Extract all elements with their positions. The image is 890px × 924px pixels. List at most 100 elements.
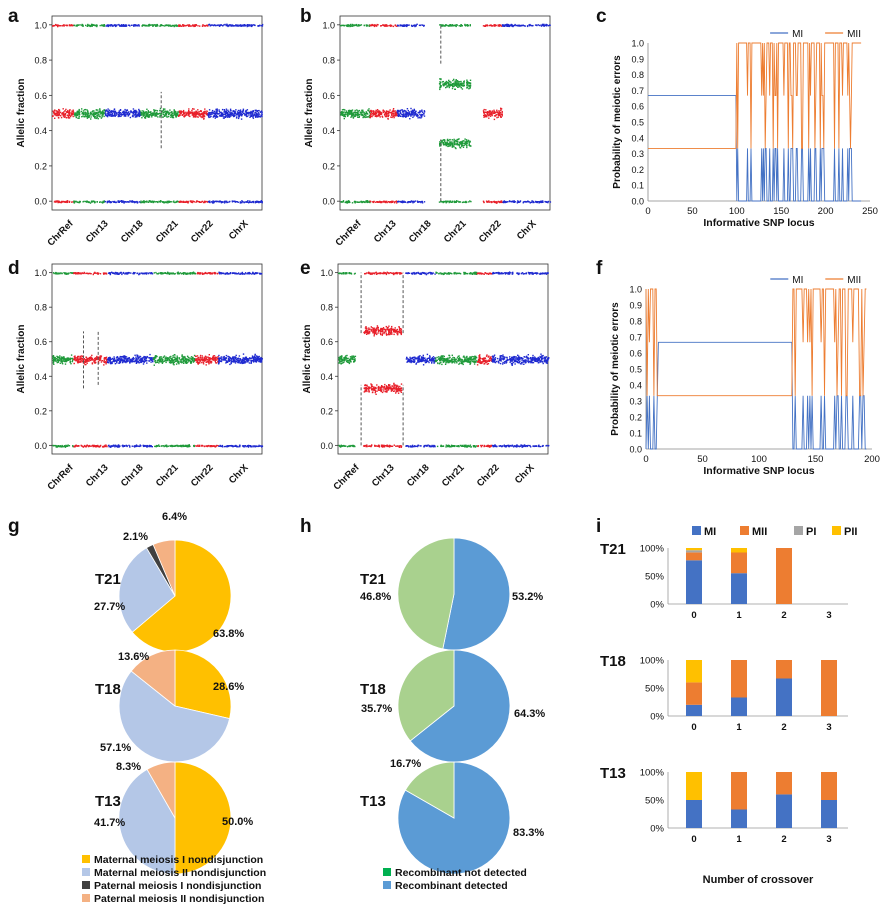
data-point xyxy=(402,25,404,27)
data-point xyxy=(510,23,513,26)
data-point xyxy=(169,356,171,358)
data-point xyxy=(503,201,505,203)
data-point xyxy=(511,24,513,26)
data-point xyxy=(144,360,147,362)
data-point xyxy=(192,271,195,273)
data-point xyxy=(61,272,63,275)
data-point xyxy=(98,111,101,113)
data-point xyxy=(132,108,135,110)
data-point xyxy=(200,110,203,112)
data-point xyxy=(141,272,144,274)
data-point xyxy=(347,112,349,114)
data-point xyxy=(108,359,110,362)
data-point xyxy=(410,114,412,116)
data-point xyxy=(364,113,367,115)
data-point xyxy=(160,25,162,27)
data-point xyxy=(464,138,466,140)
data-point xyxy=(373,24,375,26)
data-point xyxy=(120,113,122,116)
data-point xyxy=(57,111,60,113)
data-point xyxy=(181,356,183,358)
data-point xyxy=(118,362,120,364)
data-point xyxy=(155,112,157,114)
data-point xyxy=(176,358,178,360)
data-point xyxy=(447,145,450,147)
data-point xyxy=(97,444,99,447)
data-point xyxy=(237,109,240,112)
data-point xyxy=(129,200,131,202)
data-point xyxy=(439,141,441,143)
y-tick-label: 0.8 xyxy=(631,70,644,80)
data-point xyxy=(496,110,498,113)
data-point xyxy=(259,111,262,113)
data-point xyxy=(512,201,515,203)
data-point xyxy=(246,25,249,27)
data-point xyxy=(258,113,261,115)
data-point xyxy=(216,112,218,114)
data-point xyxy=(138,357,140,359)
data-point xyxy=(247,112,249,115)
data-point xyxy=(183,24,186,27)
data-point xyxy=(111,271,113,273)
data-point xyxy=(191,359,194,362)
data-point xyxy=(345,201,347,204)
data-point xyxy=(75,115,78,117)
data-point xyxy=(261,201,263,203)
data-point xyxy=(82,112,85,114)
data-point xyxy=(242,110,244,112)
data-point xyxy=(214,113,217,116)
data-point xyxy=(376,110,378,112)
data-point xyxy=(225,110,227,112)
data-point xyxy=(60,272,62,274)
data-point xyxy=(134,358,136,360)
data-point xyxy=(63,113,65,115)
data-point xyxy=(53,358,56,360)
data-point xyxy=(107,110,109,112)
data-point xyxy=(59,111,62,113)
data-point xyxy=(62,112,64,115)
data-point xyxy=(159,201,161,203)
data-point xyxy=(207,114,209,116)
data-point xyxy=(164,357,166,359)
data-point xyxy=(375,115,378,118)
data-point xyxy=(137,112,139,114)
data-point xyxy=(416,23,418,25)
data-point xyxy=(184,445,186,447)
y-tick-label: 0.6 xyxy=(34,337,47,347)
data-point xyxy=(55,114,57,117)
data-point xyxy=(138,272,141,275)
data-point xyxy=(534,24,537,26)
data-point xyxy=(459,142,461,144)
data-point xyxy=(405,112,407,114)
data-point xyxy=(124,273,126,275)
data-point xyxy=(127,111,130,113)
data-point xyxy=(201,25,204,27)
data-point xyxy=(217,358,219,361)
data-point xyxy=(483,108,485,111)
data-point xyxy=(224,116,227,118)
data-point xyxy=(133,360,135,363)
data-point xyxy=(454,84,456,86)
data-point xyxy=(177,445,179,448)
data-point xyxy=(197,445,199,447)
data-point xyxy=(218,110,220,113)
data-point xyxy=(94,201,96,203)
data-point xyxy=(375,111,377,113)
data-point xyxy=(187,361,189,363)
data-point xyxy=(181,358,183,361)
data-point xyxy=(460,141,462,143)
data-point xyxy=(506,23,508,25)
data-point xyxy=(68,112,71,114)
data-point xyxy=(493,110,496,113)
data-point xyxy=(205,112,207,114)
data-point xyxy=(253,114,255,116)
data-point xyxy=(105,25,107,27)
data-point xyxy=(414,112,417,114)
data-point xyxy=(165,114,167,116)
data-point xyxy=(157,201,159,204)
data-point xyxy=(459,147,462,149)
data-point xyxy=(59,359,61,361)
data-point xyxy=(106,358,109,361)
data-point xyxy=(397,201,399,203)
data-point xyxy=(440,86,442,88)
